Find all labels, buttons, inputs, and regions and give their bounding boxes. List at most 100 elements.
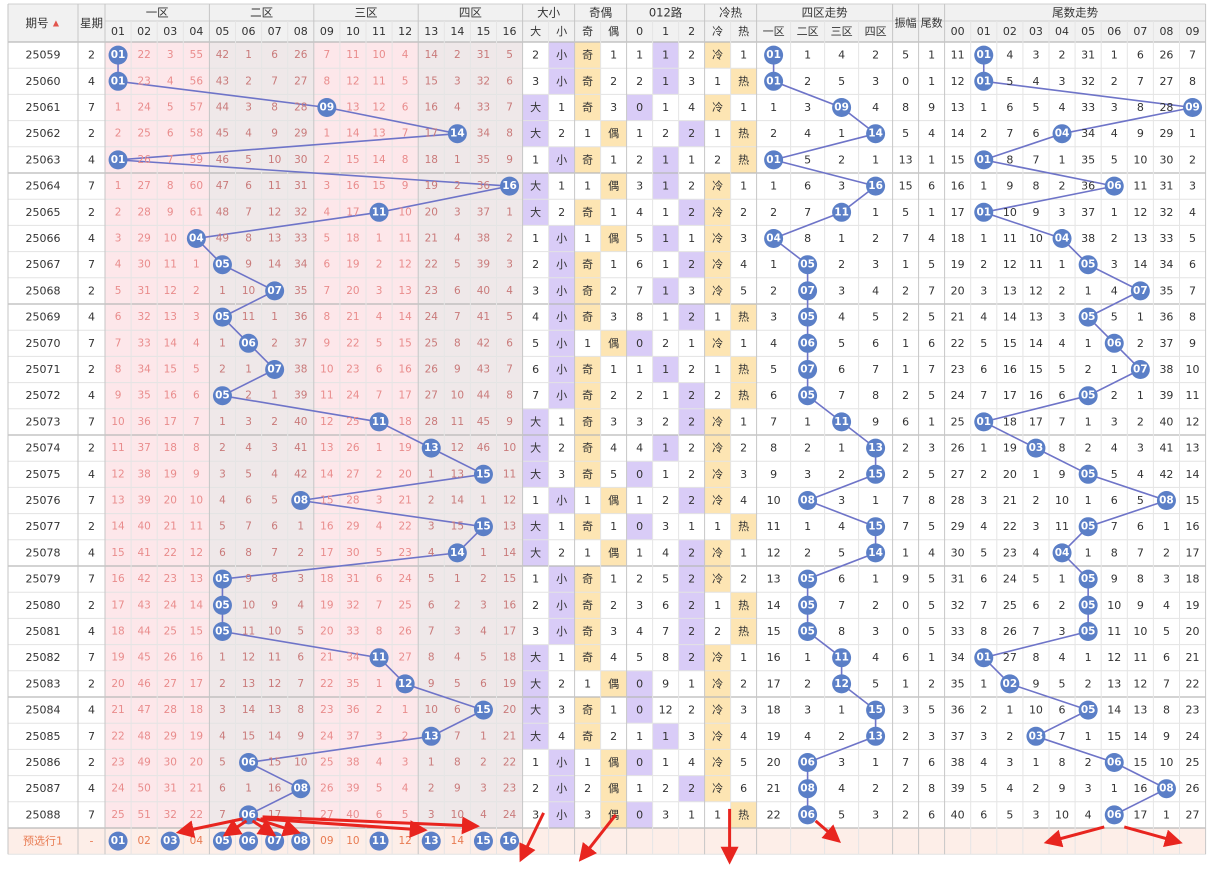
- miss-count: 9: [506, 154, 513, 166]
- miss-count: 16: [268, 783, 282, 795]
- preselect-number-11[interactable]: [369, 831, 389, 851]
- oddeven-hl: [600, 487, 627, 514]
- road-cell: 2: [688, 389, 695, 402]
- preselect-ball[interactable]: [369, 831, 389, 851]
- road-hl: [678, 120, 705, 147]
- tail-cell: 4: [928, 546, 935, 559]
- road-cell: 1: [688, 337, 695, 350]
- preselect-number-16[interactable]: [500, 831, 520, 851]
- weekday: 7: [88, 494, 95, 507]
- coldhot-cell: 1: [740, 546, 747, 559]
- tail-trend-cell: 38: [951, 756, 965, 769]
- tail-trend-number: 04: [1055, 547, 1070, 559]
- preselect-ball[interactable]: [500, 831, 520, 851]
- miss-count: 13: [111, 495, 124, 507]
- road-cell: 1: [636, 782, 643, 795]
- tail-trend-cell: 2: [1137, 415, 1144, 428]
- tail-trend-cell: 10: [1186, 363, 1200, 376]
- miss-count: 11: [111, 442, 124, 454]
- winning-number-ball: [108, 45, 128, 65]
- tail-trend-cell: 11: [1186, 389, 1200, 402]
- zone-trend-number: 05: [800, 311, 815, 323]
- miss-count: 12: [372, 102, 385, 114]
- road-cell: 2: [688, 599, 695, 612]
- tail-trend-number: 09: [1185, 102, 1200, 114]
- zone-trend-cell: 21: [767, 782, 781, 795]
- coldhot-col-header: 冷: [712, 25, 723, 38]
- tail-trend-number-ball: [1130, 281, 1150, 301]
- road-hl: [652, 723, 679, 750]
- preselect-number-01[interactable]: [108, 831, 128, 851]
- tail-trend-number: 01: [976, 154, 991, 166]
- road-cell: 5: [636, 232, 643, 245]
- tail-cell: 6: [928, 337, 935, 350]
- winning-number-ball: [291, 779, 311, 799]
- miss-count: 38: [477, 233, 490, 245]
- oddeven-cell: 奇: [582, 101, 593, 114]
- miss-count: 4: [324, 206, 331, 218]
- miss-count: 5: [454, 259, 461, 271]
- zone-trend-number-ball: [764, 150, 784, 170]
- zone-trend-cell: 8: [872, 389, 879, 402]
- winning-number-ball: [317, 98, 337, 117]
- tail-trend-cell: 42: [1159, 468, 1173, 481]
- zone-trend-cell: 13: [767, 573, 781, 586]
- zonetrend-col-header: 四区: [865, 25, 887, 38]
- winning-number: 01: [111, 154, 126, 166]
- group-header: 一区: [146, 6, 169, 20]
- miss-count: 7: [402, 128, 409, 140]
- tail-trend-number-ball: [1052, 124, 1072, 144]
- group-header: 尾数走势: [1052, 6, 1098, 20]
- oddeven-hl: [600, 330, 627, 357]
- miss-count: 6: [376, 364, 383, 376]
- tailtrend-col-header: 05: [1081, 25, 1095, 38]
- miss-count: 7: [193, 416, 200, 428]
- tail-trend-cell: 27: [1186, 808, 1200, 821]
- tail-trend-cell: 24: [1003, 573, 1017, 586]
- tail-trend-cell: 3: [1006, 756, 1013, 769]
- issue-number: 25086: [26, 756, 61, 769]
- winning-number-ball: [369, 202, 389, 222]
- tail-cell: 3: [928, 730, 935, 743]
- tail-trend-cell: 6: [980, 808, 987, 821]
- preselect-number-15[interactable]: [473, 831, 493, 851]
- zone-trend-cell: 6: [872, 337, 879, 350]
- miss-count: 47: [216, 180, 229, 192]
- preselect-ball[interactable]: [239, 831, 259, 851]
- issue-number: 25070: [26, 337, 61, 350]
- miss-count: 11: [268, 180, 281, 192]
- tail-trend-cell: 19: [1003, 442, 1017, 455]
- miss-count: 1: [245, 783, 252, 795]
- tail-trend-cell: 33: [1081, 101, 1095, 114]
- coldhot-cell: 冷: [712, 442, 723, 455]
- road-cell: 2: [636, 573, 643, 586]
- road-cell: 1: [662, 311, 669, 324]
- miss-count: 7: [297, 678, 304, 690]
- miss-count: 7: [324, 49, 331, 61]
- tail-trend-number-ball: [974, 150, 994, 170]
- winning-number-ball: [212, 595, 232, 615]
- preselect-number-03[interactable]: [160, 831, 180, 851]
- zone-trend-cell: 2: [838, 730, 845, 743]
- oddeven-cell: 奇: [582, 389, 593, 402]
- miss-count: 6: [193, 390, 200, 402]
- group-header: 012路: [649, 6, 683, 20]
- tail-trend-cell: 2: [1059, 284, 1066, 297]
- coldhot-cell: 冷: [712, 284, 723, 297]
- coldhot-hl: [704, 277, 731, 304]
- miss-count: 2: [454, 599, 461, 611]
- preselect-ball[interactable]: [108, 831, 128, 851]
- zone-trend-number-ball: [798, 622, 818, 641]
- miss-count: 4: [480, 626, 487, 638]
- tail-trend-cell: 9: [1189, 337, 1196, 350]
- tail-cell: 5: [928, 704, 935, 717]
- zone-trend-cell: 2: [804, 546, 811, 559]
- road-hl: [678, 566, 705, 593]
- miss-count: 24: [425, 311, 439, 323]
- preselect-number-06[interactable]: [239, 831, 259, 851]
- preselect-ball[interactable]: [473, 831, 493, 851]
- miss-count: 2: [428, 783, 435, 795]
- miss-count: 6: [376, 573, 383, 585]
- preselect-ball[interactable]: [160, 831, 180, 851]
- weekday: 2: [88, 363, 95, 376]
